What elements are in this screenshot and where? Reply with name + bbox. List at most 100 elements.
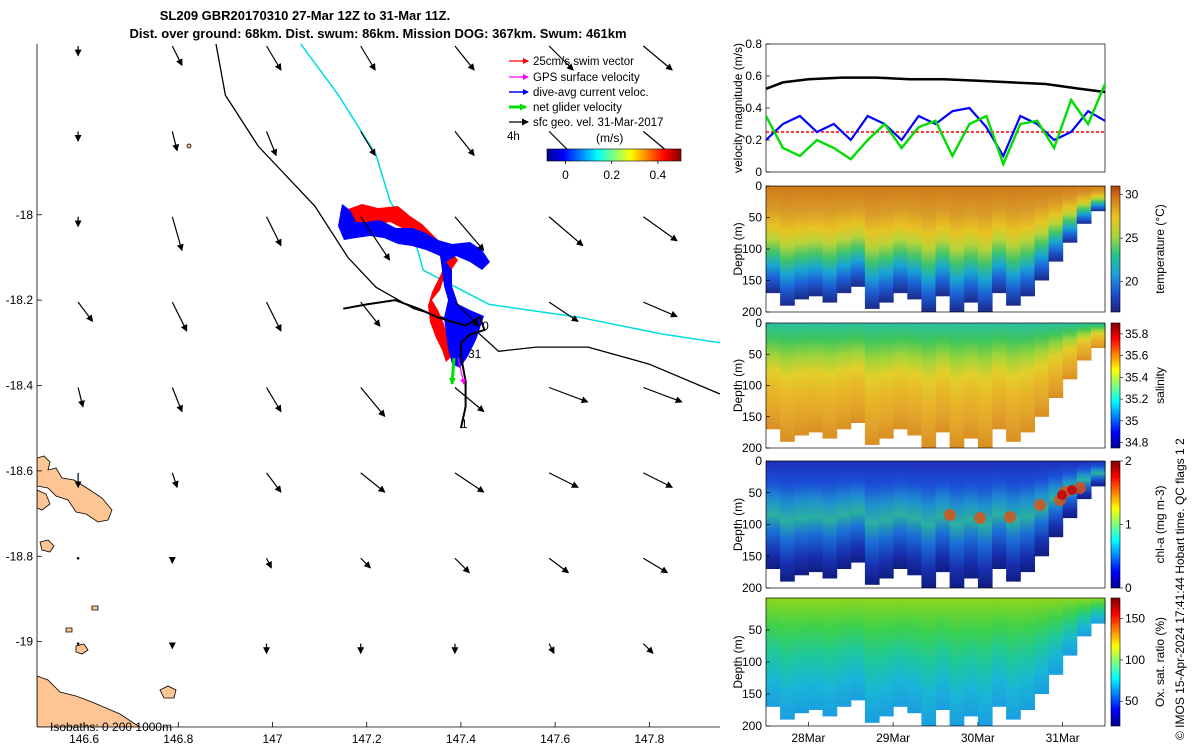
section-y-tick-label: 150 bbox=[742, 410, 762, 424]
velocity-y-tick-label: 0.8 bbox=[745, 37, 762, 51]
sfc-velocity-arrow bbox=[643, 386, 683, 404]
velocity-y-label: velocity magnitude (m/s) bbox=[731, 43, 745, 173]
sfc-velocity-arrow bbox=[266, 387, 282, 413]
section-profile-column bbox=[808, 461, 824, 573]
section-profile-column bbox=[1034, 598, 1050, 694]
section-profile-column bbox=[893, 461, 908, 569]
map-colorbar-tick-label: 0.2 bbox=[603, 168, 620, 182]
section-profile-column bbox=[864, 323, 880, 445]
chla-peak-patch bbox=[1067, 485, 1077, 495]
map-y-tick-label: -18.6 bbox=[6, 464, 34, 478]
sfc-velocity-arrow bbox=[171, 216, 184, 252]
legend-swim-label: 25cm/s swim vector bbox=[533, 56, 634, 68]
section-y-label: Depth (m) bbox=[731, 359, 745, 412]
section-profile-column bbox=[864, 461, 880, 585]
section-profile-column bbox=[1020, 598, 1035, 710]
sfc-velocity-arrow bbox=[265, 216, 282, 247]
section-profile-column bbox=[1006, 323, 1021, 442]
section-y-tick-label: 100 bbox=[742, 379, 762, 393]
sfc-velocity-arrow bbox=[76, 642, 80, 645]
net-velocity-end-arrow bbox=[448, 357, 456, 385]
time-tick-label: 30Mar bbox=[961, 731, 995, 745]
sfc-velocity-arrow bbox=[360, 472, 386, 493]
section-profile-column bbox=[1076, 323, 1092, 361]
time-tick-label: 29Mar bbox=[876, 731, 910, 745]
section-profile-column bbox=[893, 186, 908, 294]
map-x-tick-label: 147.8 bbox=[634, 732, 664, 746]
current-vector-fan bbox=[338, 204, 490, 368]
section-profile-column bbox=[949, 323, 965, 448]
sfc-velocity-arrow bbox=[265, 131, 278, 157]
map-y-tick-label: -18.8 bbox=[6, 549, 34, 563]
section-profile-column bbox=[879, 323, 894, 439]
velocity-panel: 0 0.2 0.4 0.6 0.8 velocity magnitude (m/s) bbox=[731, 37, 1107, 179]
sfc-velocity-arrow bbox=[643, 472, 674, 488]
chla-maximum-patch bbox=[1004, 511, 1016, 523]
velocity-series-line bbox=[764, 83, 1107, 168]
island-2 bbox=[159, 685, 177, 699]
colorbar-unit-label: (m/s) bbox=[596, 131, 623, 145]
salinity-section: 0 50 100 150 200 Depth (m) 34.8 35 35.2 35.4 35.6 3… bbox=[731, 316, 1167, 455]
sfc-velocity-arrow bbox=[171, 387, 183, 413]
mainland-south bbox=[37, 675, 141, 727]
map-legend: 25cm/s swim vector GPS surface velocity … bbox=[507, 56, 682, 182]
temperature-section: 0 50 100 150 200 Depth (m) 20 25 30 temperature (… bbox=[731, 179, 1167, 319]
sfc-velocity-arrow bbox=[643, 301, 678, 318]
section-profile-column bbox=[864, 598, 880, 723]
section-profile-column bbox=[780, 323, 795, 442]
time-tick-label: 28Mar bbox=[791, 731, 825, 745]
section-y-tick-label: 0 bbox=[755, 454, 762, 468]
section-profile-column bbox=[963, 186, 979, 303]
section-profile-column bbox=[977, 461, 993, 588]
section-colorbar bbox=[1110, 185, 1121, 313]
section-profile-column bbox=[1034, 186, 1050, 281]
sfc-velocity-arrow bbox=[360, 301, 381, 327]
velocity-series-line bbox=[765, 76, 1106, 94]
coast-piece-2 bbox=[39, 539, 55, 553]
section-profile-column bbox=[822, 598, 838, 717]
sfc-velocity-arrows bbox=[74, 45, 683, 655]
section-profile-column bbox=[921, 461, 937, 588]
section-profile-column bbox=[963, 461, 979, 579]
isobath-line bbox=[300, 44, 720, 344]
day-label: 0 bbox=[482, 319, 489, 333]
section-colorbar-tick-label: 100 bbox=[1125, 653, 1145, 667]
hinchinbrook-island bbox=[37, 455, 113, 523]
map-colorbar bbox=[546, 148, 682, 162]
section-y-label: Depth (m) bbox=[731, 635, 745, 688]
section-y-tick-label: 50 bbox=[749, 347, 763, 361]
island-5 bbox=[186, 143, 192, 149]
sfc-velocity-arrow bbox=[360, 216, 391, 261]
sfc-velocity-arrow bbox=[360, 557, 372, 569]
section-y-tick-label: 200 bbox=[742, 719, 762, 733]
section-profile-column bbox=[836, 323, 852, 430]
map-x-tick-label: 147.4 bbox=[446, 732, 476, 746]
section-profile-column bbox=[1048, 186, 1064, 262]
sfc-velocity-arrow bbox=[548, 472, 579, 488]
map-x-tick-label: 147.6 bbox=[540, 732, 570, 746]
section-profile-column bbox=[992, 461, 1007, 569]
section-profile-column bbox=[1020, 323, 1035, 433]
section-profile-column bbox=[808, 598, 824, 710]
velocity-y-tick-label: 0.2 bbox=[745, 133, 762, 147]
section-y-tick-label: 50 bbox=[749, 211, 763, 225]
section-profile-column bbox=[1090, 186, 1106, 212]
section-profile-column bbox=[921, 186, 937, 312]
section-profile-column bbox=[780, 186, 795, 306]
sfc-velocity-arrow bbox=[171, 301, 188, 332]
section-profile-column bbox=[836, 598, 852, 707]
coast-piece-1 bbox=[37, 489, 51, 511]
section-colorbar-tick-label: 35.6 bbox=[1125, 349, 1149, 363]
oxygen-section: 50 100 150 200 Depth (m) 50 100 150 Ox. sat. rat… bbox=[731, 597, 1167, 733]
sfc-velocity-arrow bbox=[266, 45, 282, 71]
section-profile-column bbox=[822, 186, 838, 303]
section-y-tick-label: 200 bbox=[742, 581, 762, 595]
chla-maximum-patch bbox=[944, 509, 956, 521]
section-colorbar-tick-label: 2 bbox=[1125, 454, 1132, 468]
section-y-label: Depth (m) bbox=[731, 498, 745, 551]
section-y-tick-label: 50 bbox=[749, 486, 763, 500]
section-profile-column bbox=[780, 598, 795, 720]
section-profile-column bbox=[1062, 598, 1078, 656]
chla-section: 0 50 100 150 200 Depth (m) 0 1 2 chl-a (mg m-3) bbox=[731, 454, 1167, 595]
